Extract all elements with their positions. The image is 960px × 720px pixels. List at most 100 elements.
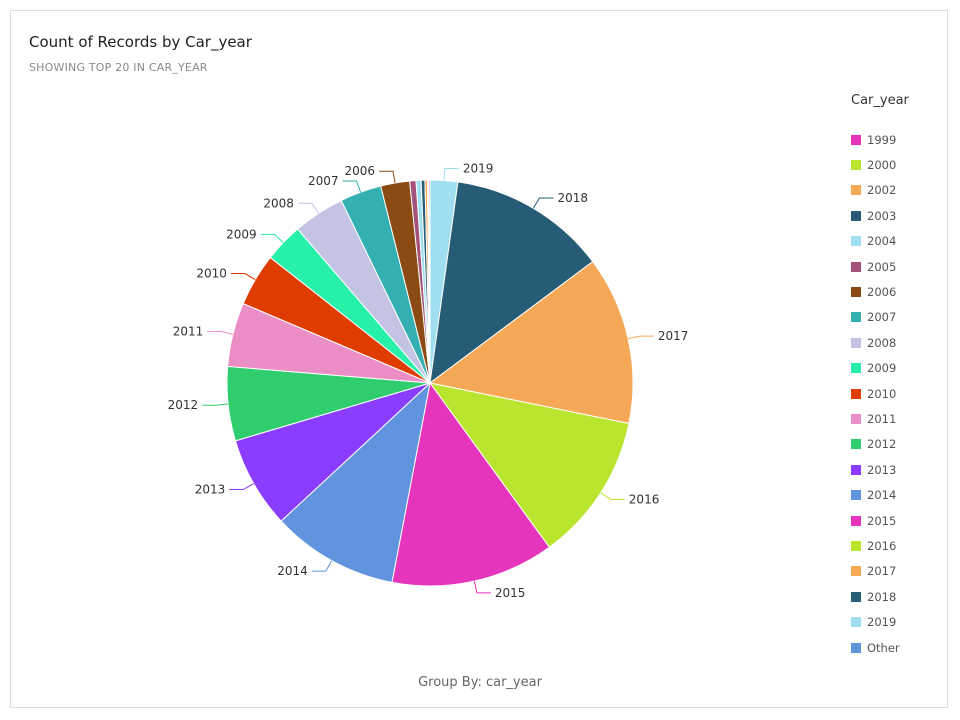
legend-swatch xyxy=(851,515,861,526)
slice-label-2014: 2014 xyxy=(277,564,308,578)
leader-line-2017 xyxy=(628,335,654,340)
legend-title: Car_year xyxy=(851,93,909,108)
chart-title: Count of Records by Car_year xyxy=(29,33,252,51)
legend-item-2015[interactable]: 2015 xyxy=(851,508,900,533)
legend-item-2018[interactable]: 2018 xyxy=(851,584,900,609)
legend-label: 2008 xyxy=(867,335,897,350)
legend-item-other[interactable]: Other xyxy=(851,635,900,660)
legend-label: 2017 xyxy=(867,564,897,579)
pie-slice-2017[interactable] xyxy=(428,260,634,425)
legend-label: 2018 xyxy=(867,589,897,604)
legend-item-2010[interactable]: 2010 xyxy=(851,381,900,406)
slice-label-2018: 2018 xyxy=(557,191,588,205)
legend-label: 2006 xyxy=(867,285,897,300)
legend-label: 2019 xyxy=(867,615,897,630)
legend-label: 2005 xyxy=(867,259,897,274)
legend-item-2019[interactable]: 2019 xyxy=(851,609,900,634)
slice-label-2009: 2009 xyxy=(226,227,257,241)
legend-swatch xyxy=(851,464,861,475)
leader-line-2019 xyxy=(443,168,459,181)
legend-item-2014[interactable]: 2014 xyxy=(851,482,900,507)
legend-swatch xyxy=(851,439,861,450)
legend-swatch xyxy=(851,210,861,221)
slice-label-2019: 2019 xyxy=(463,162,494,176)
legend-item-2013[interactable]: 2013 xyxy=(851,457,900,482)
slice-label-2017: 2017 xyxy=(658,329,689,343)
legend-swatch xyxy=(851,134,861,145)
leader-line-2013 xyxy=(229,483,254,491)
legend-label: 2010 xyxy=(867,386,897,401)
legend-item-2008[interactable]: 2008 xyxy=(851,330,900,355)
leader-line-2018 xyxy=(532,197,554,209)
legend-swatch xyxy=(851,287,861,298)
legend-label: 2000 xyxy=(867,158,897,173)
leader-line-2011 xyxy=(207,330,234,335)
legend-item-2012[interactable]: 2012 xyxy=(851,432,900,457)
legend-item-2017[interactable]: 2017 xyxy=(851,559,900,584)
legend-item-2000[interactable]: 2000 xyxy=(851,152,900,177)
slice-label-2007: 2007 xyxy=(308,174,339,188)
legend-label: 2004 xyxy=(867,234,897,249)
legend-label: 2015 xyxy=(867,513,897,528)
legend-item-2009[interactable]: 2009 xyxy=(851,356,900,381)
legend-item-2011[interactable]: 2011 xyxy=(851,406,900,431)
legend-label: 2009 xyxy=(867,361,897,376)
legend-label: 2016 xyxy=(867,538,897,553)
slice-label-2008: 2008 xyxy=(263,196,294,210)
legend-item-2016[interactable]: 2016 xyxy=(851,533,900,558)
legend-swatch xyxy=(851,236,861,247)
leader-line-2006 xyxy=(379,170,396,184)
legend-swatch xyxy=(851,490,861,501)
leader-line-2012 xyxy=(202,403,229,406)
legend-label: Other xyxy=(867,640,900,655)
leader-line-2014 xyxy=(311,560,333,572)
legend-item-2005[interactable]: 2005 xyxy=(851,254,900,279)
slice-label-2012: 2012 xyxy=(168,398,199,412)
legend-swatch xyxy=(851,312,861,323)
leader-line-2008 xyxy=(297,202,319,214)
leader-line-2009 xyxy=(260,233,284,244)
pie-slice-2014[interactable] xyxy=(280,381,431,583)
legend-label: 2007 xyxy=(867,310,897,325)
legend-swatch xyxy=(851,540,861,551)
slice-label-2010: 2010 xyxy=(196,267,227,281)
leader-line-2010 xyxy=(230,273,256,281)
legend-label: 2012 xyxy=(867,437,897,452)
legend-swatch xyxy=(851,185,861,196)
legend-swatch xyxy=(851,642,861,653)
group-by-label: Group By: car_year xyxy=(418,675,542,690)
slice-label-2013: 2013 xyxy=(195,483,226,497)
legend-item-2007[interactable]: 2007 xyxy=(851,305,900,330)
legend-label: 2014 xyxy=(867,488,897,503)
legend-swatch xyxy=(851,160,861,171)
legend-label: 2011 xyxy=(867,411,897,426)
legend-swatch xyxy=(851,363,861,374)
slice-label-2016: 2016 xyxy=(629,492,660,506)
leader-line-2016 xyxy=(600,492,625,500)
leader-line-2007 xyxy=(342,180,362,193)
leader-line-2015 xyxy=(473,581,491,594)
pie-slice-1999[interactable] xyxy=(428,179,431,384)
legend-swatch xyxy=(851,261,861,272)
legend-label: 1999 xyxy=(867,132,897,147)
legend-swatch xyxy=(851,566,861,577)
slice-label-2011: 2011 xyxy=(173,324,204,338)
legend: 1999 2000 2002 2003 2004 2005 2006 2007 2008 2009… xyxy=(851,127,900,660)
legend-swatch xyxy=(851,388,861,399)
slice-label-2006: 2006 xyxy=(344,164,375,178)
legend-swatch xyxy=(851,591,861,602)
legend-item-2004[interactable]: 2004 xyxy=(851,229,900,254)
legend-swatch xyxy=(851,413,861,424)
legend-item-2002[interactable]: 2002 xyxy=(851,178,900,203)
legend-item-2003[interactable]: 2003 xyxy=(851,203,900,228)
legend-label: 2013 xyxy=(867,462,897,477)
legend-item-2006[interactable]: 2006 xyxy=(851,279,900,304)
legend-item-1999[interactable]: 1999 xyxy=(851,127,900,152)
pie-slice-2016[interactable] xyxy=(428,382,630,548)
chart-subtitle: SHOWING TOP 20 IN CAR_YEAR xyxy=(29,61,208,74)
legend-label: 2002 xyxy=(867,183,897,198)
slice-label-2015: 2015 xyxy=(495,586,526,600)
legend-label: 2003 xyxy=(867,208,897,223)
pie-slice-2015[interactable] xyxy=(391,381,551,587)
